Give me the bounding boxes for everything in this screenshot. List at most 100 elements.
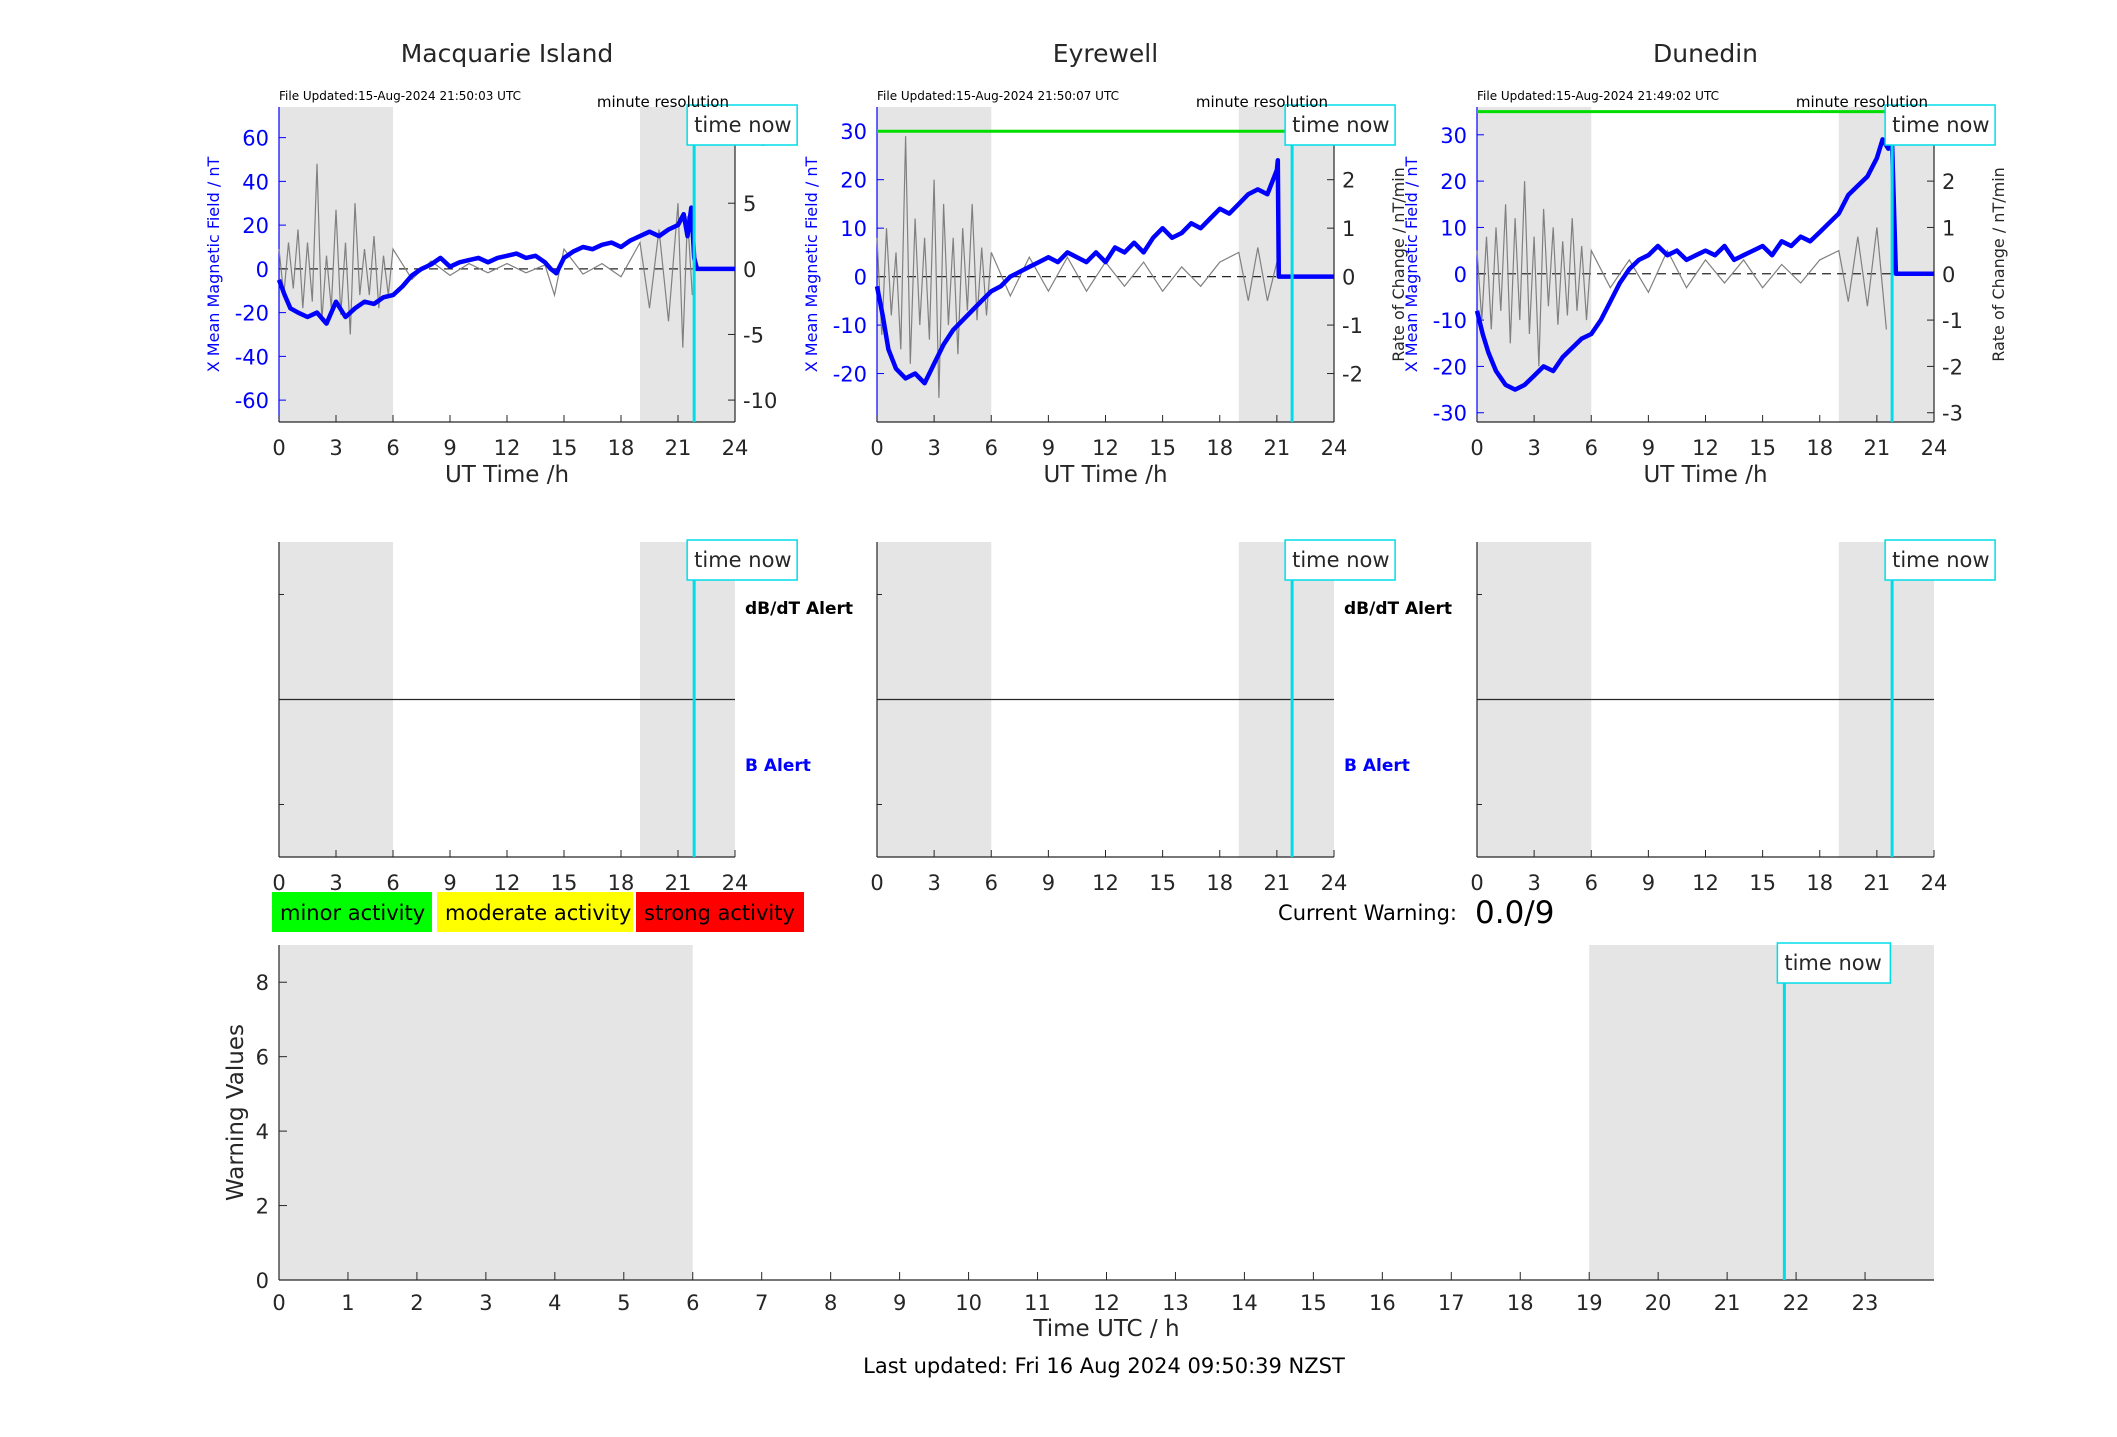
time-now-label: time now — [694, 113, 791, 137]
resolution-label: minute resolution — [1196, 93, 1328, 111]
y-tick-label: 30 — [840, 120, 867, 144]
warning-x-tick-label: 1 — [341, 1291, 354, 1315]
time-now-label: time now — [1892, 548, 1989, 572]
warning-x-axis-label: Time UTC / h — [1032, 1316, 1179, 1342]
x-tick-label: 3 — [927, 871, 940, 895]
x-tick-label: 18 — [1806, 436, 1833, 460]
legend-swatch-1 — [272, 892, 432, 932]
time-now-label: time now — [1292, 113, 1389, 137]
x-tick-label: 15 — [551, 436, 578, 460]
y-axis-label: X Mean Magnetic Field / nT — [802, 157, 821, 373]
x-tick-label: 18 — [1206, 436, 1233, 460]
y-tick-label: 0 — [854, 266, 867, 290]
x-tick-label: 3 — [329, 871, 342, 895]
warning-x-tick-label: 15 — [1300, 1291, 1327, 1315]
dbdt-alert-label: dB/dT Alert — [1344, 599, 1452, 619]
x-tick-label: 9 — [1642, 436, 1655, 460]
warning-x-tick-label: 16 — [1369, 1291, 1396, 1315]
y-tick-label: -20 — [235, 302, 269, 326]
y2-tick-label: 0 — [1942, 263, 1955, 287]
x-tick-label: 18 — [608, 436, 635, 460]
magnetic-field-line — [276, 205, 735, 326]
warning-x-tick-label: 14 — [1231, 1291, 1258, 1315]
time-now-label: time now — [694, 548, 791, 572]
y2-tick-label: -2 — [1942, 355, 1963, 379]
warning-x-tick-label: 0 — [272, 1291, 285, 1315]
y-tick-label: 40 — [242, 170, 269, 194]
x-tick-label: 12 — [494, 871, 521, 895]
current-warning-value: 0.0/9 — [1475, 895, 1554, 931]
warning-x-tick-label: 8 — [824, 1291, 837, 1315]
x-tick-label: 15 — [551, 871, 578, 895]
y-tick-label: 10 — [1440, 216, 1467, 240]
file-updated-label: File Updated:15-Aug-2024 21:50:03 UTC — [279, 89, 521, 103]
x-tick-label: 9 — [1042, 871, 1055, 895]
station-title: Dunedin — [1653, 39, 1758, 68]
time-now-label-box — [686, 539, 798, 581]
magnetic-field-line — [1474, 137, 1934, 392]
x-tick-label: 12 — [1092, 436, 1119, 460]
file-updated-label: File Updated:15-Aug-2024 21:49:02 UTC — [1477, 89, 1719, 103]
x-tick-label: 18 — [1806, 871, 1833, 895]
y-axis-label: X Mean Magnetic Field / nT — [1402, 157, 1421, 373]
y-tick-label: -10 — [833, 314, 867, 338]
y-tick-label: 30 — [1440, 124, 1467, 148]
x-tick-label: 0 — [272, 436, 285, 460]
x-axis-label: UT Time /h — [1043, 462, 1167, 488]
b-alert-label: B Alert — [1344, 756, 1410, 776]
warning-x-tick-label: 5 — [617, 1291, 630, 1315]
y-tick-label: -60 — [235, 389, 269, 413]
daylight-shade — [1838, 107, 1934, 422]
warning-x-tick-label: 22 — [1783, 1291, 1810, 1315]
warning-x-tick-label: 10 — [955, 1291, 982, 1315]
x-tick-label: 3 — [927, 436, 940, 460]
x-tick-label: 3 — [329, 436, 342, 460]
last-updated-text: Last updated: Fri 16 Aug 2024 09:50:39 N… — [863, 1354, 1345, 1378]
x-tick-label: 6 — [985, 871, 998, 895]
rate-of-change-line — [1476, 181, 1887, 367]
y2-tick-label: 5 — [743, 192, 756, 216]
time-now-label-box — [1884, 539, 1996, 581]
warning-y-tick-label: 2 — [256, 1195, 269, 1219]
time-now-label: time now — [1292, 548, 1389, 572]
warning-x-tick-label: 6 — [686, 1291, 699, 1315]
warning-y-tick-label: 8 — [256, 971, 269, 995]
legend-label: strong activity — [644, 901, 795, 925]
y2-tick-label: 2 — [1342, 169, 1355, 193]
y-tick-label: -30 — [1433, 402, 1467, 426]
legend-swatch-2 — [437, 892, 633, 932]
x-tick-label: 24 — [722, 436, 749, 460]
y-tick-label: -20 — [1433, 355, 1467, 379]
x-tick-label: 21 — [1864, 436, 1891, 460]
station-title: Macquarie Island — [401, 39, 614, 68]
y2-tick-label: -10 — [743, 389, 777, 413]
warning-x-tick-label: 12 — [1093, 1291, 1120, 1315]
y2-tick-label: 2 — [1942, 170, 1955, 194]
x-tick-label: 18 — [1206, 871, 1233, 895]
y-axis-label: X Mean Magnetic Field / nT — [204, 157, 223, 373]
time-now-label-box — [1284, 104, 1396, 146]
x-tick-label: 9 — [443, 436, 456, 460]
x-axis-label: UT Time /h — [1643, 462, 1767, 488]
time-now-label-box — [1884, 104, 1996, 146]
warning-x-tick-label: 19 — [1576, 1291, 1603, 1315]
y2-tick-label: -1 — [1342, 314, 1363, 338]
x-tick-label: 0 — [870, 871, 883, 895]
legend-label: minor activity — [280, 901, 425, 925]
warning-x-tick-label: 21 — [1714, 1291, 1741, 1315]
warning-x-tick-label: 23 — [1852, 1291, 1879, 1315]
y-tick-label: 0 — [1454, 263, 1467, 287]
daylight-shade — [279, 945, 693, 1280]
x-tick-label: 15 — [1149, 871, 1176, 895]
legend-label: moderate activity — [445, 901, 631, 925]
warning-x-tick-label: 7 — [755, 1291, 768, 1315]
x-tick-label: 12 — [494, 436, 521, 460]
warning-y-axis-label: Warning Values — [223, 1024, 249, 1201]
y2-tick-label: 1 — [1942, 216, 1955, 240]
file-updated-label: File Updated:15-Aug-2024 21:50:07 UTC — [877, 89, 1119, 103]
x-tick-label: 6 — [1585, 871, 1598, 895]
y-tick-label: -10 — [1433, 309, 1467, 333]
daylight-shade — [279, 107, 393, 422]
x-tick-label: 24 — [1321, 436, 1348, 460]
